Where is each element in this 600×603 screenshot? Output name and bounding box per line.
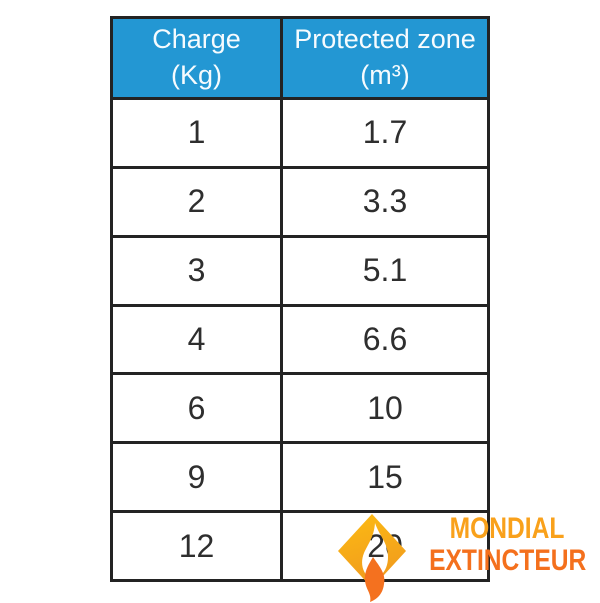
table-cell-charge: 2 <box>113 165 280 235</box>
table-cell-zone: 10 <box>280 372 487 442</box>
table-cell-zone: 5.1 <box>280 234 487 304</box>
table-cell-charge: 9 <box>113 441 280 510</box>
table-cell-zone: 3.3 <box>280 165 487 235</box>
table-header-charge: Charge (Kg) <box>113 19 280 97</box>
header-zone-line1: Protected zone <box>294 24 476 55</box>
logo-wordmark: MONDIAL EXTINCTEUR <box>412 512 600 578</box>
header-charge-line2: (Kg) <box>170 60 222 90</box>
table-cell-zone: 6.6 <box>280 303 487 373</box>
flame-diamond-icon <box>338 514 406 602</box>
table-cell-charge: 3 <box>113 234 280 304</box>
table-header-protected-zone: Protected zone (m³) <box>280 19 487 97</box>
header-zone-line2: (m³) <box>360 60 410 90</box>
capacity-table: Charge (Kg) Protected zone (m³) 1 1.7 2 … <box>110 16 490 582</box>
header-charge-line1: Charge <box>152 24 241 55</box>
table-cell-zone: 15 <box>280 441 487 511</box>
table-cell-charge: 6 <box>113 372 280 441</box>
logo-line-extincteur: EXTINCTEUR <box>429 544 587 578</box>
table-cell-charge: 12 <box>113 510 280 579</box>
logo-line-mondial: MONDIAL <box>449 512 565 545</box>
table-cell-zone: 1.7 <box>280 97 487 166</box>
table-cell-charge: 1 <box>113 97 280 166</box>
table-cell-charge: 4 <box>113 303 280 373</box>
